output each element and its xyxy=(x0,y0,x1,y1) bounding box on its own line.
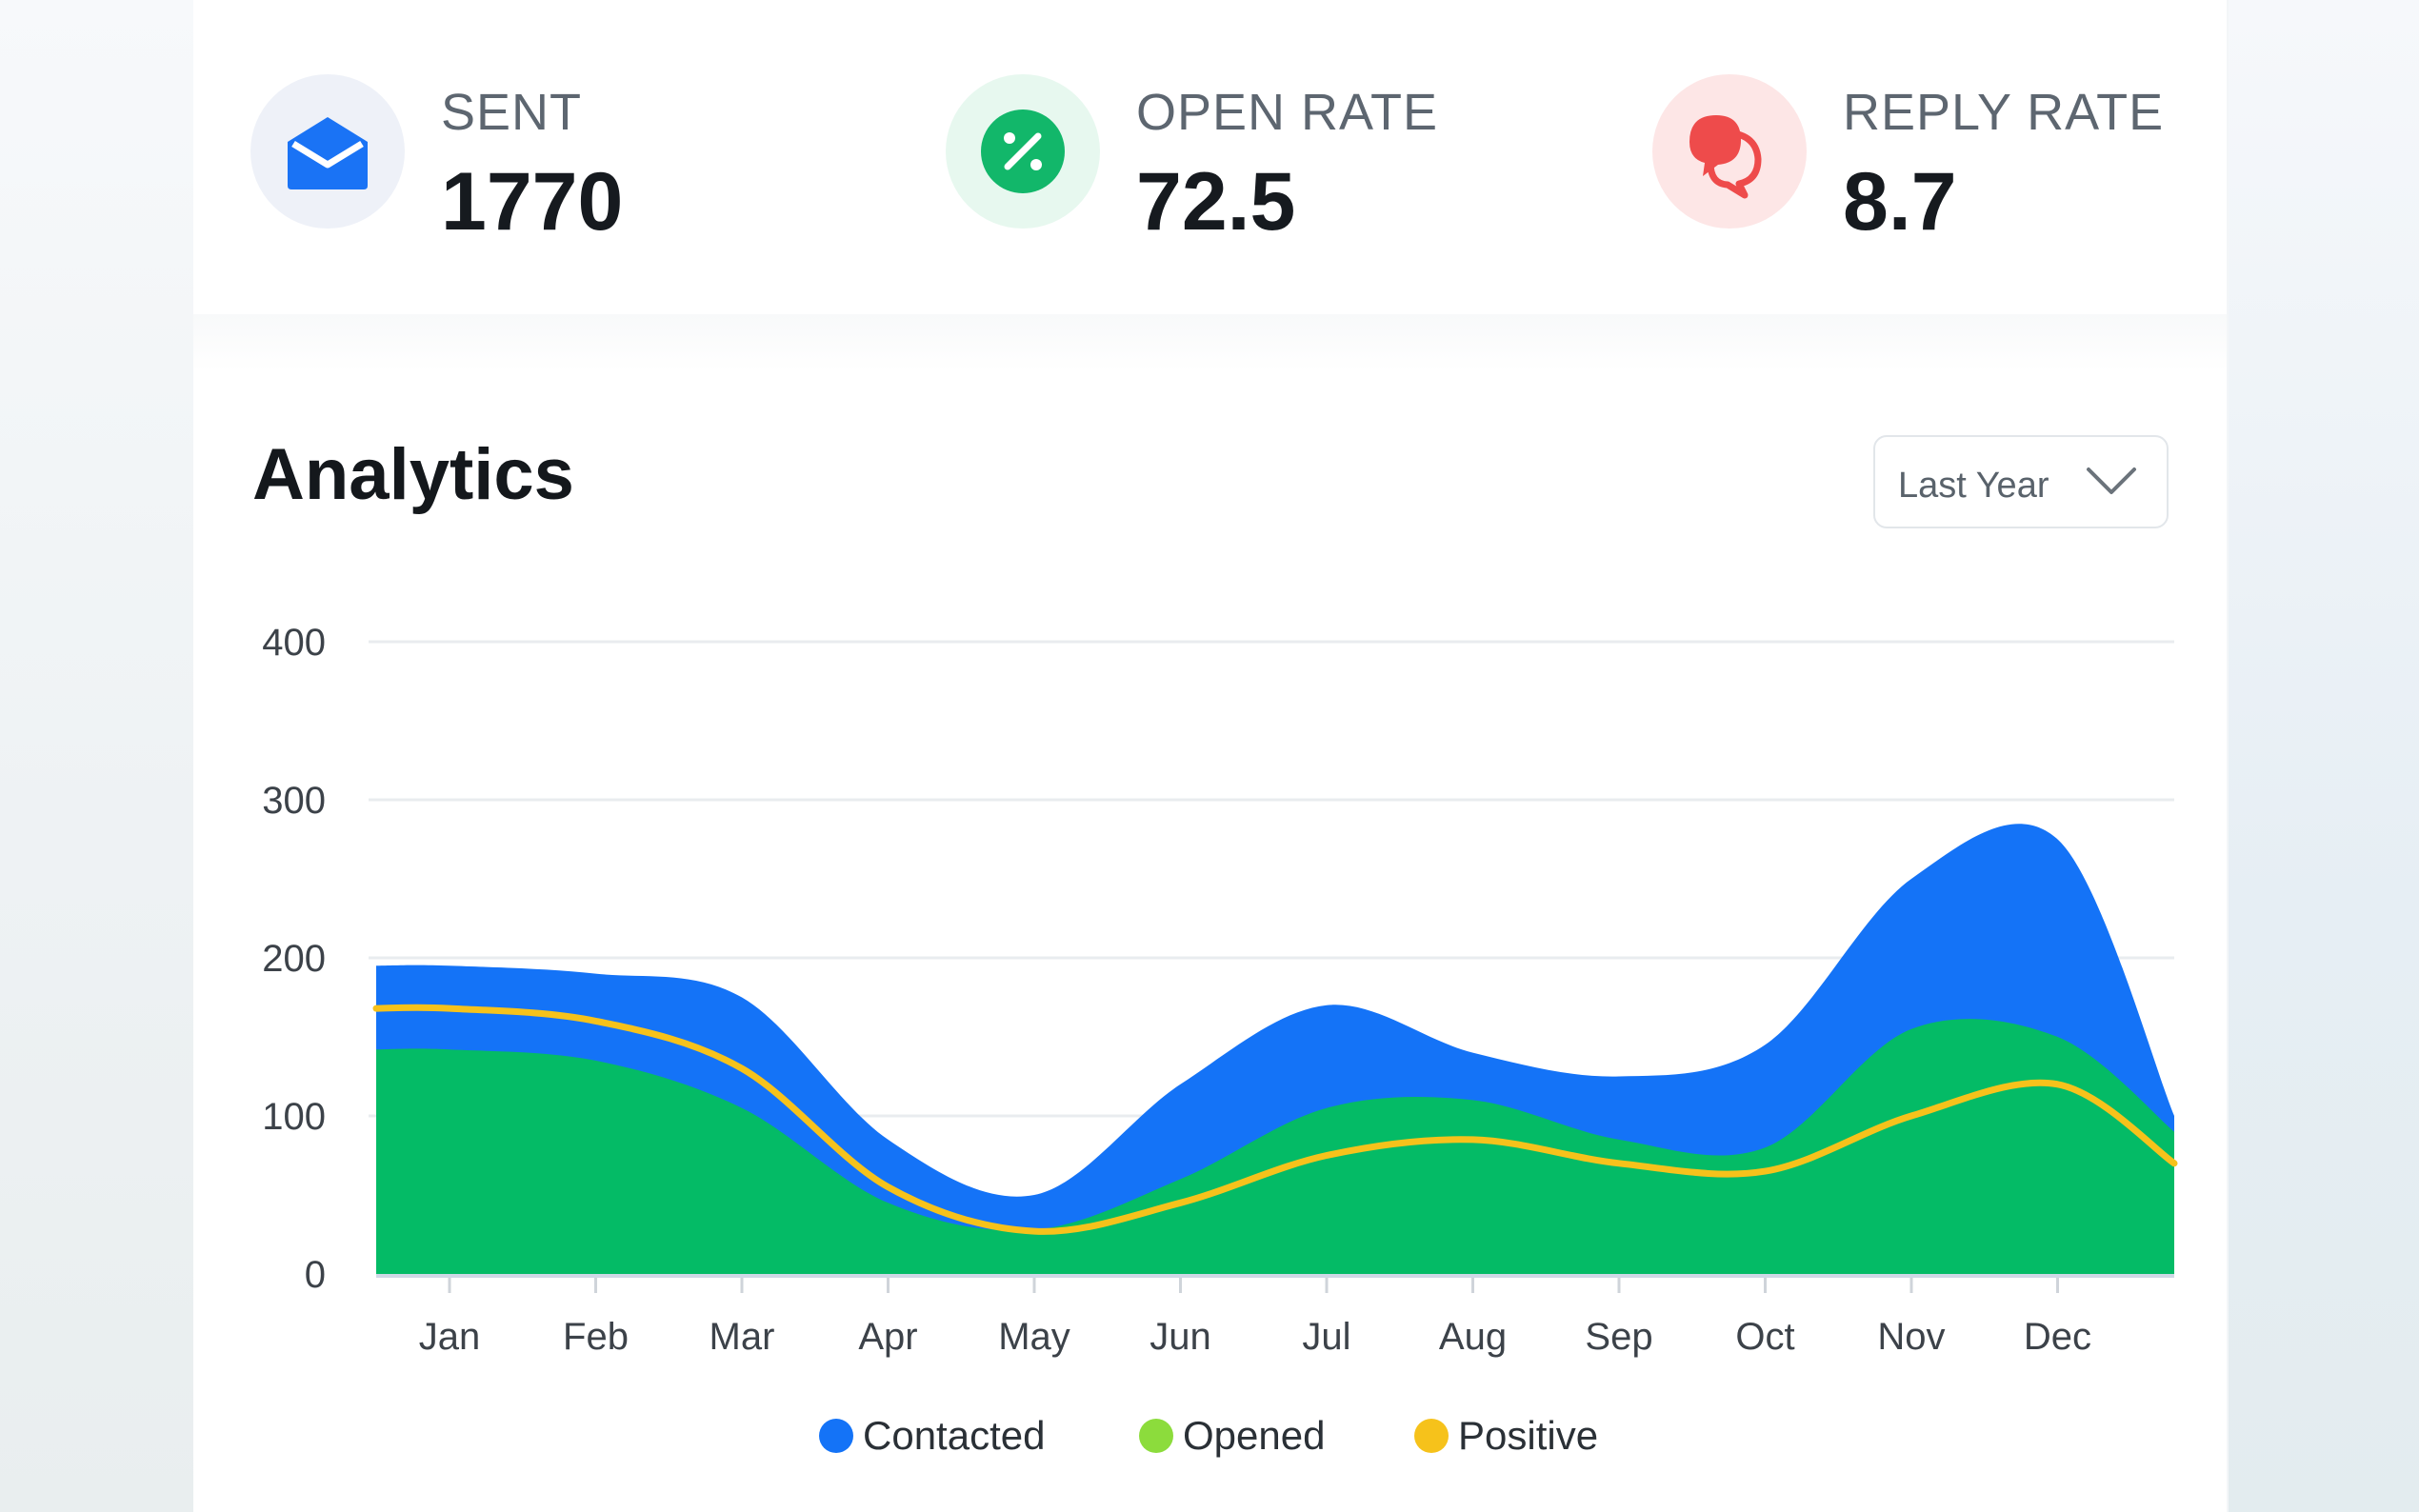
stat-reply-rate-value: 8.7 xyxy=(1843,156,1957,248)
y-tick-label: 100 xyxy=(262,1096,326,1138)
y-tick-label: 200 xyxy=(262,938,326,980)
stat-open-rate-value: 72.5 xyxy=(1136,156,1296,248)
legend-label: Positive xyxy=(1458,1413,1598,1458)
x-tick-label: Jul xyxy=(1302,1316,1350,1358)
series-positive-line xyxy=(372,1004,2178,1235)
legend-swatch xyxy=(1414,1419,1449,1453)
y-tick-label: 300 xyxy=(262,780,326,822)
x-tick-label: Feb xyxy=(563,1316,629,1358)
x-tick-label: Nov xyxy=(1877,1316,1945,1358)
stat-open-rate-label: OPEN RATE xyxy=(1136,84,1439,141)
section-divider xyxy=(193,314,2227,371)
legend-swatch xyxy=(1139,1419,1173,1453)
stat-reply-rate-label: REPLY RATE xyxy=(1843,84,2165,141)
x-tick-label: May xyxy=(998,1316,1070,1358)
legend-item-contacted: Contacted xyxy=(819,1413,1045,1458)
y-tick-label: 400 xyxy=(262,622,326,664)
x-tick-label: Jan xyxy=(419,1316,481,1358)
period-dropdown[interactable]: Last Year xyxy=(1873,435,2169,528)
period-dropdown-label: Last Year xyxy=(1898,466,2049,506)
x-tick-label: Sep xyxy=(1585,1316,1652,1358)
envelope-open-icon xyxy=(250,74,405,229)
percent-icon xyxy=(946,74,1100,229)
x-tick-label: Apr xyxy=(858,1316,917,1358)
analytics-title: Analytics xyxy=(252,434,574,515)
x-tick-label: Oct xyxy=(1735,1316,1794,1358)
x-tick-label: Jun xyxy=(1150,1316,1211,1358)
stat-sent-value: 1770 xyxy=(441,156,624,248)
legend-label: Opened xyxy=(1183,1413,1325,1458)
x-tick-label: Dec xyxy=(2024,1316,2091,1358)
legend-item-opened: Opened xyxy=(1139,1413,1325,1458)
x-tick-label: Aug xyxy=(1439,1316,1507,1358)
x-tick-label: Mar xyxy=(710,1316,775,1358)
legend-item-positive: Positive xyxy=(1414,1413,1598,1458)
background-right xyxy=(2229,0,2419,1512)
stat-sent-label: SENT xyxy=(441,84,583,141)
chevron-down-icon xyxy=(2085,462,2138,505)
legend-label: Contacted xyxy=(863,1413,1045,1458)
legend-swatch xyxy=(819,1419,853,1453)
background-left xyxy=(0,0,200,1512)
y-tick-label: 0 xyxy=(305,1254,326,1296)
series-opened-area xyxy=(376,1019,2174,1274)
chat-bubbles-icon xyxy=(1652,74,1807,229)
